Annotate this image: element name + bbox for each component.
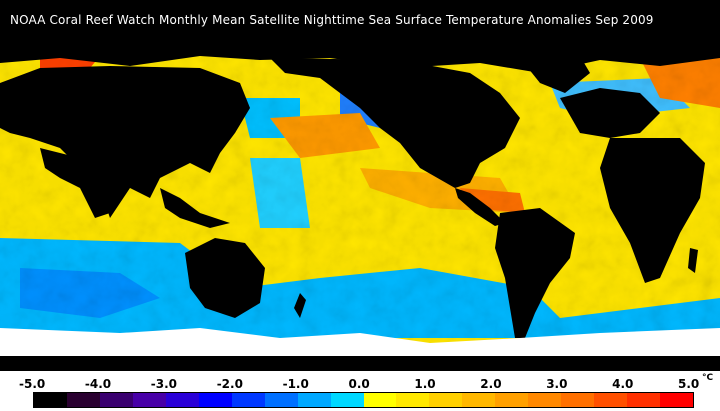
colorbar-swatch bbox=[561, 393, 595, 407]
colorbar-swatch bbox=[198, 393, 232, 407]
japan bbox=[225, 108, 238, 133]
legend-tick-label: -5.0 bbox=[19, 377, 46, 391]
colorbar-swatch bbox=[297, 393, 331, 407]
color-legend: -5.0 -4.0 -3.0 -2.0 -1.0 0.0 1.0 2.0 3.0 4.0 5.0 °… bbox=[0, 371, 720, 411]
africa bbox=[600, 138, 705, 283]
colorbar-swatch bbox=[231, 393, 265, 407]
legend-tick-label: 3.0 bbox=[546, 377, 568, 391]
colorbar-swatch bbox=[462, 393, 496, 407]
legend-tick-label: 2.0 bbox=[480, 377, 502, 391]
australia bbox=[185, 238, 265, 318]
legend-tick-label: 5.0 bbox=[678, 377, 700, 391]
europe bbox=[560, 88, 660, 138]
north-america bbox=[270, 58, 520, 188]
central-america bbox=[455, 188, 505, 226]
colorbar-swatch bbox=[660, 393, 694, 407]
eurasia bbox=[0, 66, 250, 218]
legend-tick-label: 4.0 bbox=[612, 377, 634, 391]
legend-tick-label: -1.0 bbox=[282, 377, 309, 391]
map-title: NOAA Coral Reef Watch Monthly Mean Satel… bbox=[10, 13, 654, 27]
antarctica-land bbox=[0, 356, 720, 371]
legend-tick-label: 0.0 bbox=[348, 377, 370, 391]
colorbar-swatch bbox=[594, 393, 628, 407]
greenland bbox=[520, 56, 590, 93]
southeast-asia bbox=[160, 188, 230, 228]
sst-anomaly-map bbox=[0, 38, 720, 371]
legend-tick-label: -4.0 bbox=[84, 377, 112, 391]
legend-unit: °C bbox=[702, 373, 714, 383]
colorbar-swatch bbox=[528, 393, 562, 407]
colorbar-swatch bbox=[66, 393, 100, 407]
colorbar-swatch bbox=[429, 393, 463, 407]
colorbar-swatch bbox=[132, 393, 166, 407]
colorbar-swatch bbox=[165, 393, 199, 407]
colorbar-swatch bbox=[99, 393, 133, 407]
south-america bbox=[495, 208, 575, 338]
legend-tick-label: -3.0 bbox=[150, 377, 178, 391]
colorbar-swatch bbox=[495, 393, 529, 407]
new-zealand bbox=[294, 293, 306, 318]
world-map bbox=[0, 38, 720, 371]
legend-tick-label: 1.0 bbox=[414, 377, 436, 391]
south-asia bbox=[40, 148, 110, 218]
colorbar bbox=[33, 392, 694, 408]
colorbar-swatch bbox=[264, 393, 298, 407]
colorbar-swatch bbox=[396, 393, 430, 407]
colorbar-swatch bbox=[34, 393, 67, 407]
title-bar: NOAA Coral Reef Watch Monthly Mean Satel… bbox=[0, 0, 720, 38]
colorbar-swatch bbox=[627, 393, 661, 407]
legend-tick-label: -2.0 bbox=[216, 377, 243, 391]
colorbar-swatch bbox=[363, 393, 397, 407]
madagascar bbox=[688, 248, 698, 273]
colorbar-swatch bbox=[330, 393, 364, 407]
land-masses bbox=[0, 38, 720, 338]
